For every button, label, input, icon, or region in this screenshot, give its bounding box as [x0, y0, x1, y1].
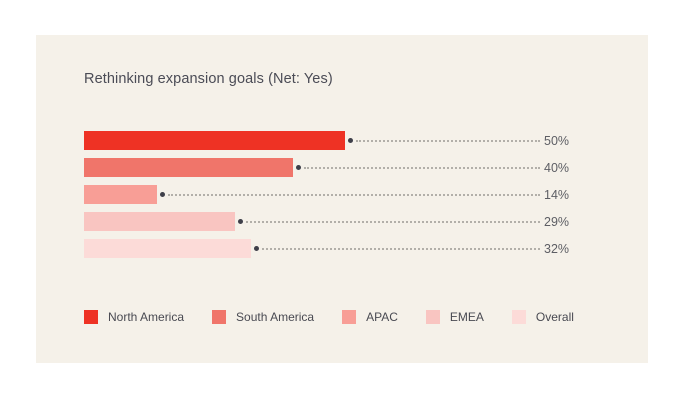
legend-label: Overall [535, 310, 574, 324]
value-label: 50% [544, 133, 570, 148]
leader-line [168, 193, 540, 196]
bar-row: 29% [84, 212, 574, 231]
chart-title: Rethinking expansion goals (Net: Yes) [84, 71, 333, 87]
legend-label: North America [108, 310, 185, 324]
bar-apac [84, 185, 158, 204]
value-label: 40% [544, 160, 570, 175]
value-label: 14% [544, 187, 570, 202]
bar-chart: 50% 40% 14% 29% 32% [84, 131, 574, 266]
legend-item-north-america: North America [84, 310, 184, 324]
bar-north-america [84, 131, 345, 150]
endpoint-dot [160, 192, 166, 197]
bar-overall [84, 239, 252, 258]
leader-line [262, 247, 540, 250]
legend-item-apac: APAC [342, 310, 398, 324]
legend-swatch [84, 310, 98, 324]
bar-emea [84, 212, 236, 231]
legend-label: EMEA [449, 310, 484, 324]
endpoint-dot [254, 246, 260, 251]
legend-item-emea: EMEA [425, 310, 484, 324]
leader-line [246, 220, 540, 223]
leader-line [303, 166, 540, 169]
chart-legend: North America South America APAC EMEA Overal… [84, 310, 574, 324]
legend-swatch [425, 310, 440, 324]
legend-item-south-america: South America [212, 310, 314, 324]
legend-swatch [212, 310, 227, 324]
bar-row: 14% [84, 185, 574, 204]
legend-swatch [342, 310, 357, 324]
legend-item-overall: Overall [511, 310, 574, 324]
value-label: 32% [544, 241, 570, 256]
legend-label: South America [236, 310, 315, 324]
value-label: 29% [544, 214, 570, 229]
leader-line [356, 139, 540, 142]
endpoint-dot [348, 138, 353, 143]
endpoint-dot [295, 165, 301, 170]
bar-row: 50% [84, 131, 574, 150]
legend-label: APAC [366, 310, 398, 324]
bar-row: 40% [84, 158, 574, 177]
bar-row: 32% [84, 239, 574, 258]
legend-swatch [511, 310, 526, 324]
bar-south-america [84, 158, 293, 177]
chart-card: Rethinking expansion goals (Net: Yes) 50… [36, 35, 648, 363]
endpoint-dot [238, 219, 244, 224]
